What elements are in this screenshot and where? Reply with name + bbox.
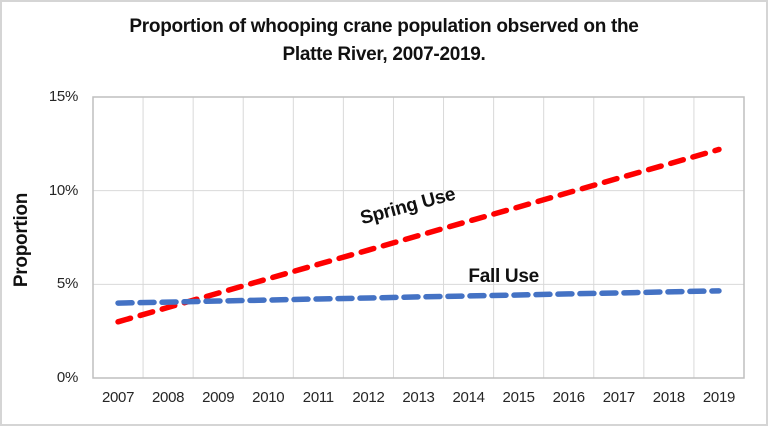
x-tick-label: 2012 [352, 389, 385, 406]
gridlines [93, 96, 744, 379]
plot-border [92, 96, 745, 379]
x-tick-label: 2018 [652, 389, 685, 406]
x-tick-label: 2019 [702, 389, 736, 406]
x-tick-label: 2017 [602, 389, 635, 406]
series-line-fall-use [115, 288, 722, 306]
y-tick-label: 0% [56, 369, 78, 386]
series-label-fall-use: Fall Use [468, 265, 539, 287]
x-tick-label: 2013 [402, 389, 435, 406]
x-tick-label: 2014 [452, 389, 485, 406]
x-tick-label: 2008 [152, 389, 185, 406]
y-tick-label: 10% [48, 181, 78, 199]
chart-title: Proportion of whooping crane population … [0, 13, 768, 69]
x-tick-label: 2011 [302, 389, 334, 406]
series-line-spring-use [115, 146, 722, 325]
x-tick-label: 2010 [252, 389, 285, 406]
x-tick-label: 2015 [502, 389, 535, 406]
chart-title-line2: Platte River, 2007-2019. [282, 44, 486, 65]
x-tick-label: 2016 [552, 389, 585, 406]
y-tick-label: 15% [48, 88, 78, 105]
chart-title-line1: Proportion of whooping crane population … [129, 16, 639, 37]
y-tick-label: 5% [56, 275, 78, 293]
x-tick-label: 2007 [101, 389, 135, 406]
x-tick-label: 2009 [202, 389, 235, 406]
